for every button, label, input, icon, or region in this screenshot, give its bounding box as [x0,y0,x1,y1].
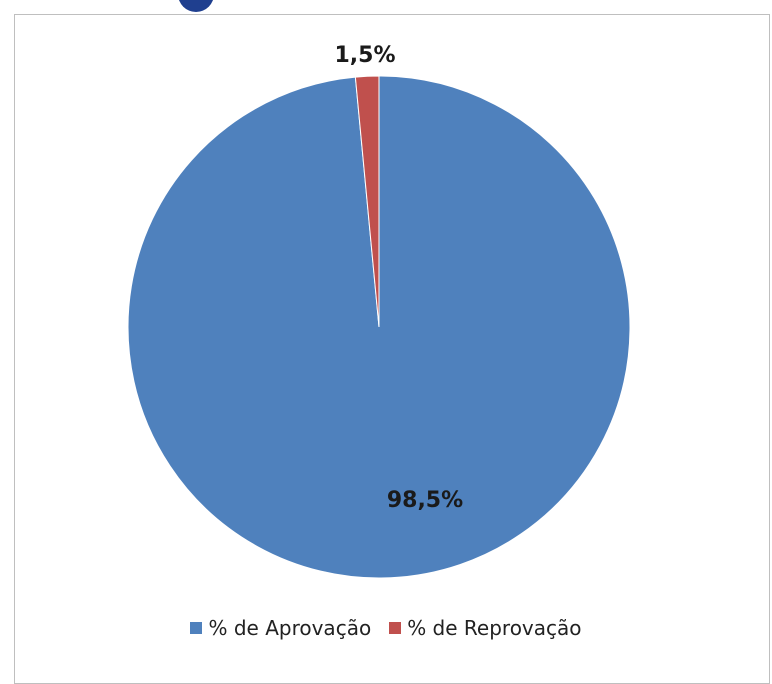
legend-label-reprovacao: % de Reprovação [407,616,582,640]
legend-item-reprovacao: % de Reprovação [389,616,582,640]
data-label-aprovacao: 98,5% [387,488,463,513]
chart-legend: % de Aprovação % de Reprovação [0,616,772,640]
legend-label-aprovacao: % de Aprovação [208,616,372,640]
legend-swatch-reprovacao [389,622,402,634]
legend-swatch-aprovacao [190,622,203,634]
header-fragment [178,0,214,12]
legend-item-aprovacao: % de Aprovação [190,616,371,640]
data-label-reprovacao: 1,5% [334,43,395,68]
pie-slice-reprovacao [354,75,380,328]
